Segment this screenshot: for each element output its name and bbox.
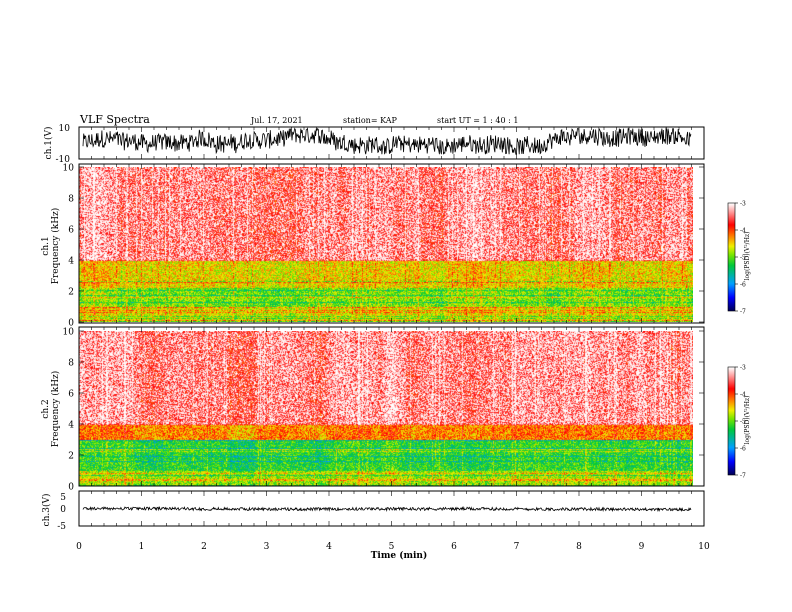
x-tick-label: 7 — [514, 542, 520, 552]
colorbar-tick-label: -4 — [740, 228, 746, 235]
ch1-waveform-line — [82, 127, 692, 155]
freq-tick-label: 10 — [63, 164, 75, 174]
ch1-ytick-bottom: -10 — [56, 155, 71, 165]
ch1-colorbar — [728, 203, 735, 311]
x-tick-label: 1 — [139, 542, 145, 552]
colorbar-tick-label: -6 — [740, 282, 746, 289]
x-tick-label: 5 — [389, 542, 395, 552]
start-time-label: start UT = 1 : 40 : 1 — [437, 116, 518, 125]
colorbar-tick-label: -7 — [740, 473, 746, 480]
ch1-spectrogram-ticks — [78, 164, 705, 323]
ch1-spec-ylabel: ch.1 — [41, 236, 51, 255]
ch2-colorbar — [728, 367, 735, 475]
x-tick-label: 8 — [576, 542, 582, 552]
freq-tick-label: 8 — [68, 359, 74, 369]
freq-tick-label: 2 — [68, 452, 74, 462]
x-tick-label: 9 — [639, 542, 645, 552]
ch3-ytick-top: 5 — [60, 493, 66, 503]
x-tick-labels: 0 1 2 3 4 5 6 7 8 9 10 — [76, 542, 710, 552]
ch3-waveform-ticks — [78, 491, 705, 526]
ch2-spec-freq-label: Frequency (kHz) — [50, 371, 61, 448]
x-tick-label: 6 — [451, 542, 457, 552]
x-tick-label: 10 — [698, 542, 710, 552]
ch3-waveform-line — [82, 506, 692, 513]
x-tick-label: 3 — [264, 542, 270, 552]
ch1-spectrogram-image — [79, 167, 693, 322]
station-label: station= KAP — [343, 116, 398, 125]
date-label: Jul. 17, 2021 — [250, 116, 303, 125]
ch2-spec-ylabel: ch.2 — [41, 399, 51, 418]
ch3-ytick-bottom: -5 — [57, 522, 66, 532]
ch2-colorbar-label: log(PSD)(V²/Hz) — [744, 396, 751, 445]
ch3-ylabel: ch.3(V) — [41, 494, 52, 527]
freq-tick-label: 2 — [68, 288, 74, 298]
colorbar-tick-label: -4 — [740, 392, 746, 399]
ch2-spectrogram-ticks — [78, 327, 705, 486]
ch1-ylabel: ch.1(V) — [43, 127, 54, 160]
figure-title: VLF Spectra — [79, 113, 150, 126]
freq-tick-label: 8 — [68, 195, 74, 205]
ch1-spec-freq-label: Frequency (kHz) — [50, 208, 61, 285]
x-tick-label: 2 — [201, 542, 207, 552]
colorbar-tick-label: -3 — [740, 365, 746, 372]
freq-tick-label: 10 — [63, 328, 75, 338]
ch1-waveform-frame — [78, 126, 705, 160]
freq-tick-label: 6 — [68, 390, 74, 400]
ch3-ytick-middle: 0 — [60, 505, 66, 515]
colorbar-tick-label: -3 — [740, 201, 746, 208]
ch1-ytick-top: 10 — [59, 124, 71, 134]
ch1-colorbar-label: log(PSD)(V²/Hz) — [744, 232, 751, 281]
ch2-spectrogram-image — [79, 331, 693, 486]
freq-tick-label: 0 — [68, 319, 74, 329]
ch1-waveform-ticks — [78, 127, 705, 159]
freq-tick-label: 4 — [68, 257, 74, 267]
freq-tick-label: 0 — [68, 483, 74, 493]
x-tick-label: 4 — [326, 542, 332, 552]
ch1-waveform-panel: 10 -10 ch.1(V) — [43, 124, 705, 165]
freq-tick-label: 4 — [68, 421, 74, 431]
x-tick-label: 0 — [76, 542, 82, 552]
colorbar-tick-label: -5 — [740, 419, 746, 426]
colorbar-tick-label: -7 — [740, 309, 746, 316]
colorbar-tick-label: -6 — [740, 446, 746, 453]
colorbar-tick-label: -5 — [740, 255, 746, 262]
freq-tick-label: 6 — [68, 226, 74, 236]
x-axis-label: Time (min) — [371, 550, 428, 561]
ch3-waveform-panel: 5 0 -5 ch.3(V) — [41, 490, 705, 532]
